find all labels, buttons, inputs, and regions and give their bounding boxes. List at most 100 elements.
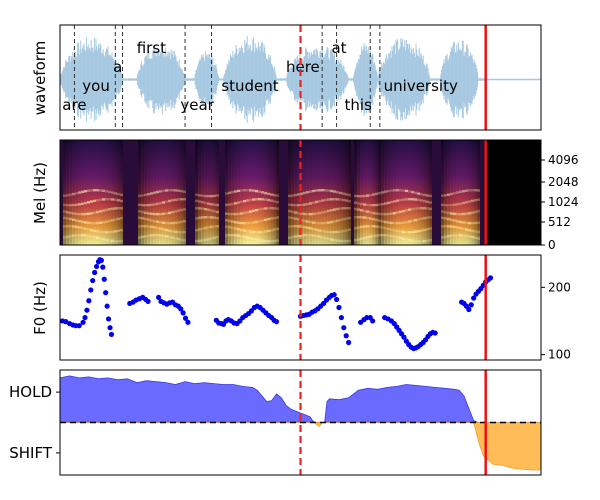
f0-point — [100, 264, 106, 270]
f0-point — [178, 306, 184, 312]
spectrogram-harmonic — [141, 194, 145, 197]
spectrogram-harmonic — [399, 198, 403, 202]
spectrogram-column — [198, 140, 202, 245]
f0-point — [237, 318, 243, 324]
f0-point — [76, 323, 82, 329]
spectrogram-harmonic — [465, 201, 469, 204]
f0-point — [101, 276, 107, 282]
spectrogram-harmonic — [471, 189, 475, 192]
spectrogram-harmonic — [120, 207, 124, 210]
spectrogram-harmonic — [120, 199, 124, 203]
spectrogram-harmonic — [246, 230, 250, 233]
spectrogram-column — [108, 140, 112, 245]
spectrogram-harmonic — [216, 194, 220, 197]
spectrogram-harmonic — [99, 198, 103, 201]
spectrogram-harmonic — [162, 228, 166, 231]
spectrogram-harmonic — [84, 190, 88, 193]
f0-point — [105, 316, 112, 322]
f0-point — [401, 334, 407, 340]
spectrogram-harmonic — [240, 228, 244, 232]
f0-point — [338, 314, 344, 321]
spectrogram-harmonic — [450, 212, 454, 215]
spectrogram-harmonic — [309, 220, 313, 224]
spectrogram-harmonic — [114, 218, 118, 221]
spectrogram-harmonic — [426, 227, 430, 231]
spectrogram-harmonic — [414, 218, 418, 222]
spectrogram-harmonic — [336, 230, 340, 234]
spectrogram-column — [468, 140, 472, 245]
spectrogram-column — [291, 140, 295, 245]
spectrogram-harmonic — [261, 191, 265, 194]
spectrogram-harmonic — [159, 212, 163, 216]
spectrogram-harmonic — [267, 198, 271, 202]
spectrogram-harmonic — [153, 219, 157, 223]
spectrogram-harmonic — [168, 211, 172, 215]
spectrogram-harmonic — [291, 235, 295, 239]
spectrogram-harmonic — [153, 234, 157, 237]
spectrogram-harmonic — [345, 207, 349, 210]
spectrogram-harmonic — [294, 193, 298, 197]
spectrogram-harmonic — [69, 203, 73, 207]
spectrogram-harmonic — [195, 239, 199, 243]
spectrogram-harmonic — [249, 198, 253, 202]
f0-point — [471, 295, 477, 301]
spectrogram-harmonic — [264, 218, 268, 222]
spectrogram-harmonic — [342, 239, 346, 243]
spectrogram-harmonic — [378, 191, 382, 195]
spectrogram-harmonic — [210, 237, 214, 240]
spectrogram-harmonic — [138, 236, 142, 239]
spectrogram-harmonic — [321, 221, 325, 225]
spectrogram-harmonic — [183, 190, 187, 194]
spectrogram-harmonic — [72, 212, 76, 215]
spectrogram-harmonic — [246, 236, 250, 239]
spectrogram-harmonic — [288, 225, 292, 228]
spectrogram-harmonic — [423, 216, 427, 220]
f0-point — [156, 294, 162, 301]
spectrogram-harmonic — [315, 228, 319, 232]
spectrogram-column — [369, 140, 373, 245]
spectrogram-harmonic — [243, 221, 247, 225]
spectrogram-harmonic — [96, 230, 100, 233]
spectrogram-harmonic — [450, 225, 454, 228]
f0-point — [185, 319, 191, 325]
spectrogram-harmonic — [291, 203, 295, 207]
spectrogram-harmonic — [201, 216, 205, 219]
spectrogram-harmonic — [414, 198, 418, 201]
spectrogram-column — [315, 140, 319, 245]
spectrogram-harmonic — [255, 189, 259, 193]
spectrogram-harmonic — [444, 235, 448, 238]
spectrogram-harmonic — [450, 203, 454, 207]
spectrogram-column — [414, 140, 418, 245]
spectrogram-harmonic — [177, 221, 181, 224]
spectrogram-harmonic — [267, 229, 271, 233]
spectrogram-harmonic — [396, 221, 400, 225]
mel-spectrogram-panel: 0 512 1024 2048 4096 Mel (Hz) — [31, 139, 579, 252]
word-label: first — [137, 39, 166, 57]
spectrogram-column — [435, 140, 438, 245]
f0-point — [103, 290, 109, 296]
spectrogram-harmonic — [408, 198, 412, 201]
spectrogram-harmonic — [177, 198, 181, 201]
spectrogram-harmonic — [456, 191, 460, 194]
spectrogram-harmonic — [306, 212, 310, 216]
spectrogram-harmonic — [387, 221, 391, 224]
spectrogram-harmonic — [162, 201, 166, 204]
spectrogram-harmonic — [267, 239, 271, 243]
spectrogram-harmonic — [408, 230, 412, 234]
spectrogram-harmonic — [198, 239, 202, 243]
spectrogram-harmonic — [171, 230, 175, 233]
spectrogram-column — [147, 140, 151, 245]
spectrogram-column — [357, 140, 361, 245]
spectrogram-harmonic — [276, 216, 280, 219]
spectrogram-column — [75, 140, 79, 245]
spectrogram-harmonic — [165, 212, 169, 215]
spectrogram-harmonic — [276, 239, 280, 242]
spectrogram-harmonic — [243, 229, 247, 232]
f0-point — [346, 339, 352, 346]
spectrogram-harmonic — [354, 201, 358, 204]
f0-point — [182, 315, 189, 321]
spectrogram-column — [393, 140, 397, 245]
spectrogram-harmonic — [315, 200, 319, 204]
spectrogram-harmonic — [447, 203, 451, 207]
time-markers — [299, 370, 487, 475]
